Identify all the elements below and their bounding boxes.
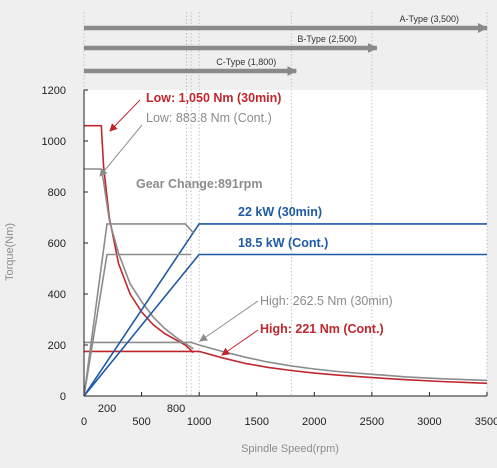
y-tick-label-2: 400 xyxy=(48,289,66,301)
x-tick-label-0: 0 xyxy=(81,416,87,428)
series-line-0 xyxy=(84,124,194,354)
annotation-leader-6 xyxy=(221,329,259,356)
series-line-3 xyxy=(84,350,488,385)
x-tick-label-4: 2000 xyxy=(302,416,326,428)
x-tick-label-3: 1500 xyxy=(244,416,268,428)
range-label-1: B-Type (2,500) xyxy=(297,34,357,44)
x-tick-label-2: 1000 xyxy=(187,416,211,428)
y-tick-label-6: 1200 xyxy=(42,85,66,97)
x-tick-label-1: 500 xyxy=(132,416,150,428)
series-line-7 xyxy=(83,253,192,397)
range-label-0: A-Type (3,500) xyxy=(399,14,459,24)
annotation-6: High: 221 Nm (Cont.) xyxy=(260,322,384,336)
annotation-2: Gear Change:891rpm xyxy=(136,177,262,191)
annotation-4: 18.5 kW (Cont.) xyxy=(238,236,328,250)
series-line-6 xyxy=(83,223,194,397)
series-line-5 xyxy=(83,253,487,397)
series-line-4 xyxy=(83,223,487,397)
y-tick-label-5: 1000 xyxy=(42,136,66,148)
x-axis-label: Spindle Speed(rpm) xyxy=(241,443,339,455)
y-tick-label-0: 0 xyxy=(60,391,66,403)
range-label-2: C-Type (1,800) xyxy=(216,57,276,67)
annotation-leader-1 xyxy=(99,124,143,177)
annotation-0: Low: 1,050 Nm (30min) xyxy=(146,91,281,105)
y-tick-label-1: 200 xyxy=(48,340,66,352)
x-tick-label-6: 3000 xyxy=(417,416,441,428)
x-minor-tick-label-1: 800 xyxy=(167,403,185,415)
y-tick-label-3: 600 xyxy=(48,238,66,250)
series-line-1 xyxy=(84,168,194,350)
annotation-3: 22 kW (30min) xyxy=(238,205,322,219)
y-tick-label-4: 800 xyxy=(48,187,66,199)
y-axis-label: Torque(Nm) xyxy=(4,223,16,281)
x-tick-label-5: 2500 xyxy=(360,416,384,428)
x-tick-label-7: 3500 xyxy=(475,416,497,428)
annotation-1: Low: 883.8 Nm (Cont.) xyxy=(146,111,272,125)
annotation-5: High: 262.5 Nm (30min) xyxy=(260,294,393,308)
series-line-2 xyxy=(84,341,488,382)
plot-area xyxy=(84,90,487,396)
x-minor-tick-label-0: 200 xyxy=(98,403,116,415)
annotation-leader-0 xyxy=(109,99,141,132)
annotation-leader-5 xyxy=(199,300,259,342)
